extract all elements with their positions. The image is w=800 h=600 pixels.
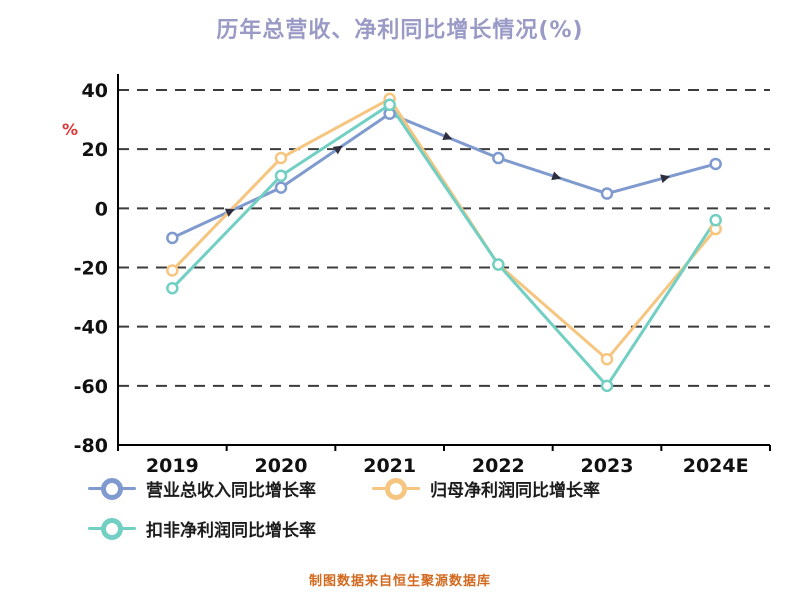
- direction-arrow-icon: [442, 131, 453, 141]
- x-tick-label: 2021: [363, 455, 416, 476]
- data-point-marker: [492, 258, 505, 271]
- legend-ring-icon: [385, 477, 407, 500]
- data-point-marker: [492, 151, 505, 165]
- legend-item-0: 营业总收入同比增长率: [88, 476, 316, 501]
- direction-arrow-icon: [551, 171, 562, 181]
- x-tick-label: 2019: [146, 455, 199, 476]
- data-point-marker: [600, 352, 614, 366]
- data-point-marker: [274, 169, 288, 183]
- series-line: [170, 97, 718, 361]
- y-tick-label: 20: [82, 139, 108, 161]
- data-point-marker: [166, 231, 179, 245]
- data-point-marker: [600, 379, 614, 393]
- legend-item-2: 扣非净利润同比增长率: [88, 516, 316, 541]
- y-tick-label: -60: [74, 376, 108, 398]
- y-tick-label: -40: [74, 317, 108, 339]
- data-point-marker: [274, 181, 288, 194]
- legend-label: 扣非净利润同比增长率: [146, 521, 316, 541]
- legend-item-1: 归母净利润同比增长率: [372, 476, 600, 501]
- data-point-marker: [166, 281, 179, 295]
- series-line: [170, 112, 718, 240]
- chart-legend: 营业总收入同比增长率 归母净利润同比增长率扣非净利润同比增长率: [88, 476, 783, 541]
- legend-marker-icon: [88, 477, 136, 500]
- y-axis-unit-label: %: [62, 120, 79, 139]
- data-point-marker: [166, 264, 179, 277]
- data-point-marker: [600, 187, 614, 200]
- data-point-marker: [709, 213, 722, 227]
- legend-ring-icon: [101, 517, 123, 540]
- data-point-marker: [709, 157, 722, 171]
- legend-marker-icon: [88, 517, 136, 540]
- direction-arrow-icon: [224, 208, 235, 217]
- series-line: [170, 103, 718, 388]
- legend-label: 营业总收入同比增长率: [146, 481, 316, 501]
- legend-ring-icon: [101, 477, 123, 500]
- legend-marker-icon: [372, 477, 420, 500]
- chart-canvas: 40 20 0 -20 -40 -60 -80 2019 2020 2021 2022 2023 202…: [74, 74, 771, 476]
- x-tick-label: 2020: [255, 455, 308, 476]
- y-tick-label: -80: [74, 435, 108, 457]
- data-point-marker: [274, 151, 288, 165]
- data-source-note: 制图数据来自恒生聚源数据库: [308, 574, 491, 589]
- x-tick-label: 2024E: [683, 455, 749, 476]
- x-tick-label: 2023: [581, 455, 634, 476]
- data-point-marker: [383, 98, 396, 112]
- y-tick-label: 0: [95, 198, 108, 220]
- y-tick-label: -20: [74, 258, 108, 280]
- direction-arrow-icon: [660, 174, 671, 184]
- legend-label: 归母净利润同比增长率: [430, 481, 600, 501]
- direction-arrow-icon: [332, 145, 343, 155]
- x-tick-label: 2022: [472, 455, 525, 476]
- chart-title: 历年总营收、净利同比增长情况(%): [216, 18, 584, 43]
- y-tick-label: 40: [82, 80, 108, 102]
